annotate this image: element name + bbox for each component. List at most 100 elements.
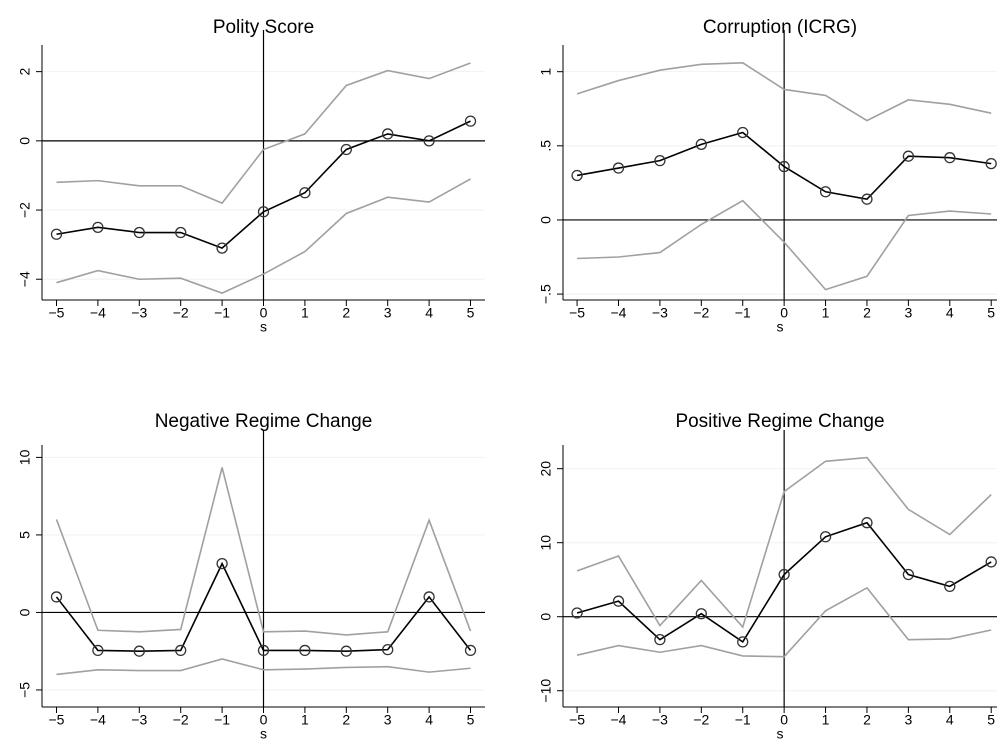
point-marker	[612, 595, 625, 607]
point-marker	[382, 128, 394, 140]
point-marker	[92, 644, 104, 657]
point-marker	[299, 644, 311, 657]
x-tick-label: 0	[260, 712, 268, 728]
x-tick-label: −1	[735, 712, 751, 728]
point-marker	[985, 157, 997, 170]
series-line	[576, 456, 992, 629]
y-tick-label: 0	[17, 608, 33, 616]
x-tick-label: 2	[342, 305, 350, 321]
point-marker	[50, 228, 63, 240]
chart-title: Polity Score	[213, 17, 314, 38]
x-tick-label: 4	[425, 712, 433, 728]
y-tick-label: 5	[17, 531, 33, 539]
x-axis-label: s	[777, 319, 784, 335]
x-tick-label: −5	[49, 712, 65, 728]
y-tick-label: 0	[538, 216, 554, 224]
point-marker	[92, 221, 104, 233]
x-tick-label: 1	[301, 712, 309, 728]
x-tick-label: 4	[425, 305, 433, 321]
x-tick-label: −2	[693, 712, 709, 728]
x-tick-label: −2	[173, 712, 189, 728]
x-tick-label: −5	[569, 712, 585, 728]
point-marker	[216, 557, 228, 570]
point-marker	[571, 607, 583, 619]
point-marker	[902, 150, 915, 162]
series-line	[55, 561, 472, 652]
x-tick-label: −4	[611, 305, 627, 321]
y-tick-label: −4	[17, 271, 33, 287]
x-tick-label: 4	[946, 305, 954, 321]
point-marker	[654, 154, 666, 167]
point-marker	[423, 135, 435, 147]
x-axis-label: s	[777, 726, 784, 742]
chart-title: Negative Regime Change	[155, 411, 373, 432]
chart-title: Corruption (ICRG)	[703, 17, 857, 38]
point-marker	[423, 591, 435, 603]
point-marker	[612, 162, 625, 174]
y-tick-label: 10	[538, 535, 554, 551]
x-tick-label: 2	[342, 712, 350, 728]
x-tick-label: −1	[214, 712, 230, 728]
point-marker	[257, 206, 270, 218]
x-tick-label: 1	[822, 712, 830, 728]
point-marker	[695, 138, 707, 150]
y-tick-label: 2	[17, 68, 33, 76]
series-line	[56, 120, 471, 250]
x-tick-label: −5	[49, 305, 65, 321]
point-marker	[985, 556, 997, 568]
y-tick-label: 10	[17, 449, 33, 465]
x-tick-label: 3	[384, 305, 392, 321]
series-line	[576, 61, 992, 122]
point-marker	[737, 126, 749, 139]
series-line	[576, 586, 992, 658]
point-marker	[861, 517, 873, 529]
series-line	[56, 62, 471, 205]
point-marker	[133, 645, 145, 657]
x-axis-label: s	[260, 319, 267, 335]
point-marker	[382, 643, 394, 656]
point-marker	[340, 143, 352, 156]
x-tick-label: −3	[652, 712, 668, 728]
series-line	[576, 131, 992, 201]
point-marker	[133, 226, 145, 239]
x-tick-label: 5	[467, 305, 475, 321]
point-marker	[299, 187, 311, 199]
x-tick-label: −1	[214, 305, 230, 321]
x-tick-label: −2	[693, 305, 709, 321]
point-marker	[778, 568, 790, 581]
series-line	[56, 178, 471, 294]
x-tick-label: −3	[652, 305, 668, 321]
x-tick-label: −4	[611, 712, 627, 728]
point-marker	[50, 591, 63, 603]
point-marker	[819, 186, 832, 198]
x-tick-label: 1	[822, 305, 830, 321]
point-marker	[654, 633, 666, 646]
point-marker	[464, 644, 477, 657]
x-tick-label: 5	[467, 712, 475, 728]
x-tick-label: −4	[90, 712, 106, 728]
x-tick-label: −2	[173, 305, 189, 321]
x-tick-label: 3	[384, 712, 392, 728]
series-line	[55, 467, 472, 636]
point-marker	[175, 226, 187, 239]
x-tick-label: 5	[987, 305, 995, 321]
x-tick-label: 0	[780, 712, 788, 728]
x-tick-label: −3	[131, 305, 147, 321]
point-marker	[257, 644, 270, 657]
x-tick-label: 4	[946, 712, 954, 728]
x-tick-label: 2	[863, 712, 871, 728]
x-tick-label: 1	[301, 305, 309, 321]
x-tick-label: −4	[90, 305, 106, 321]
point-marker	[216, 242, 228, 254]
x-tick-label: −5	[569, 305, 585, 321]
y-tick-label: −10	[538, 679, 554, 703]
y-tick-label: 0	[538, 613, 554, 621]
series-line	[56, 658, 471, 676]
chart-title: Positive Regime Change	[675, 411, 884, 432]
x-tick-label: −3	[131, 712, 147, 728]
point-marker	[944, 152, 956, 164]
point-marker	[695, 608, 707, 620]
point-marker	[778, 160, 790, 173]
x-tick-label: 2	[863, 305, 871, 321]
